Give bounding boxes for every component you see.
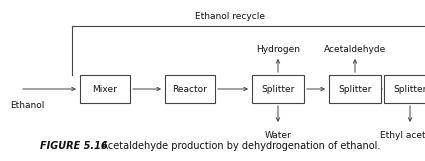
Text: Water: Water — [265, 131, 292, 140]
Text: Splitter: Splitter — [261, 85, 295, 94]
Text: Acetaldehyde: Acetaldehyde — [324, 45, 386, 54]
Text: Ethyl acetate: Ethyl acetate — [380, 131, 425, 140]
Text: FIGURE 5.16: FIGURE 5.16 — [40, 141, 108, 151]
Text: Hydrogen: Hydrogen — [256, 45, 300, 54]
Bar — [252, 75, 304, 103]
Bar — [80, 75, 130, 103]
Text: Splitter: Splitter — [338, 85, 372, 94]
Bar — [384, 75, 425, 103]
Text: Splitter: Splitter — [393, 85, 425, 94]
Text: Acetaldehyde production by dehydrogenation of ethanol.: Acetaldehyde production by dehydrogenati… — [92, 141, 381, 151]
Bar — [329, 75, 381, 103]
Text: Reactor: Reactor — [173, 85, 207, 94]
Text: Ethanol recycle: Ethanol recycle — [195, 12, 265, 21]
Text: Ethanol: Ethanol — [10, 101, 44, 110]
Bar — [165, 75, 215, 103]
Text: Mixer: Mixer — [93, 85, 117, 94]
